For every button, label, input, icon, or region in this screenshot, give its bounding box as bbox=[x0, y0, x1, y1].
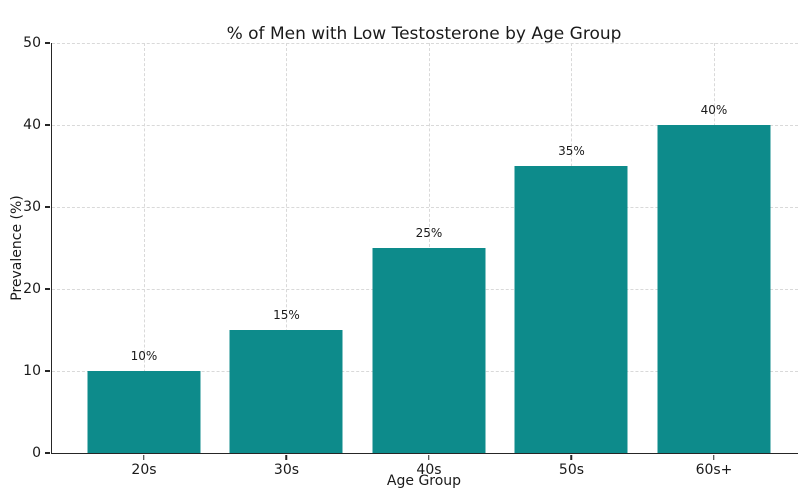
chart-title: % of Men with Low Testosterone by Age Gr… bbox=[226, 24, 622, 44]
bar-value-label: 15% bbox=[273, 308, 300, 322]
bars-layer: 10% 15% 25% 35% 40% bbox=[52, 43, 798, 453]
x-tick-label: 20s bbox=[131, 462, 157, 478]
y-tick-mark bbox=[45, 206, 50, 208]
horizontal-gridline bbox=[52, 42, 798, 44]
horizontal-gridline bbox=[52, 206, 798, 208]
bar-value-label: 35% bbox=[558, 144, 585, 158]
bar bbox=[372, 248, 486, 453]
bar-value-label: 40% bbox=[700, 103, 728, 117]
x-axis-label: Age Group bbox=[386, 473, 462, 489]
x-tick-mark bbox=[570, 455, 573, 460]
bar-value-label: 10% bbox=[130, 349, 158, 363]
y-tick-label: 30 bbox=[23, 199, 41, 215]
y-tick-label: 0 bbox=[32, 445, 41, 461]
x-tick-label: 60s+ bbox=[695, 462, 733, 478]
y-tick-mark bbox=[45, 288, 50, 290]
y-tick-mark bbox=[45, 124, 50, 126]
vertical-gridline bbox=[143, 43, 145, 453]
bar bbox=[514, 166, 628, 453]
x-tick-label: 40s bbox=[416, 462, 442, 478]
y-tick-mark bbox=[45, 370, 50, 372]
y-tick-label: 50 bbox=[23, 35, 41, 51]
x-tick-label: 30s bbox=[273, 462, 300, 478]
x-tick-mark bbox=[143, 455, 145, 460]
axis-ticks-layer: 20s 30s 40s 50s 60s+ 0 10 20 30 40 50 bbox=[23, 36, 798, 478]
horizontal-gridline bbox=[52, 124, 798, 126]
vertical-gridline bbox=[286, 43, 288, 453]
y-tick-mark bbox=[45, 452, 50, 454]
bar bbox=[229, 330, 343, 453]
bar bbox=[87, 371, 201, 453]
bar-value-label: 25% bbox=[415, 226, 443, 240]
y-tick-label: 20 bbox=[23, 281, 41, 297]
bar bbox=[657, 125, 771, 453]
x-tick-mark bbox=[285, 455, 288, 460]
plot-area: 10% 15% 25% 35% 40% 20s 30s 40s 50s 60s+ 0 10 20 30 4… bbox=[23, 36, 798, 478]
y-tick-label: 40 bbox=[23, 117, 41, 133]
x-tick-label: 50s bbox=[558, 462, 585, 478]
y-tick-mark bbox=[45, 42, 50, 44]
x-tick-mark bbox=[428, 455, 430, 460]
y-tick-label: 10 bbox=[23, 363, 41, 379]
x-tick-mark bbox=[713, 455, 715, 460]
